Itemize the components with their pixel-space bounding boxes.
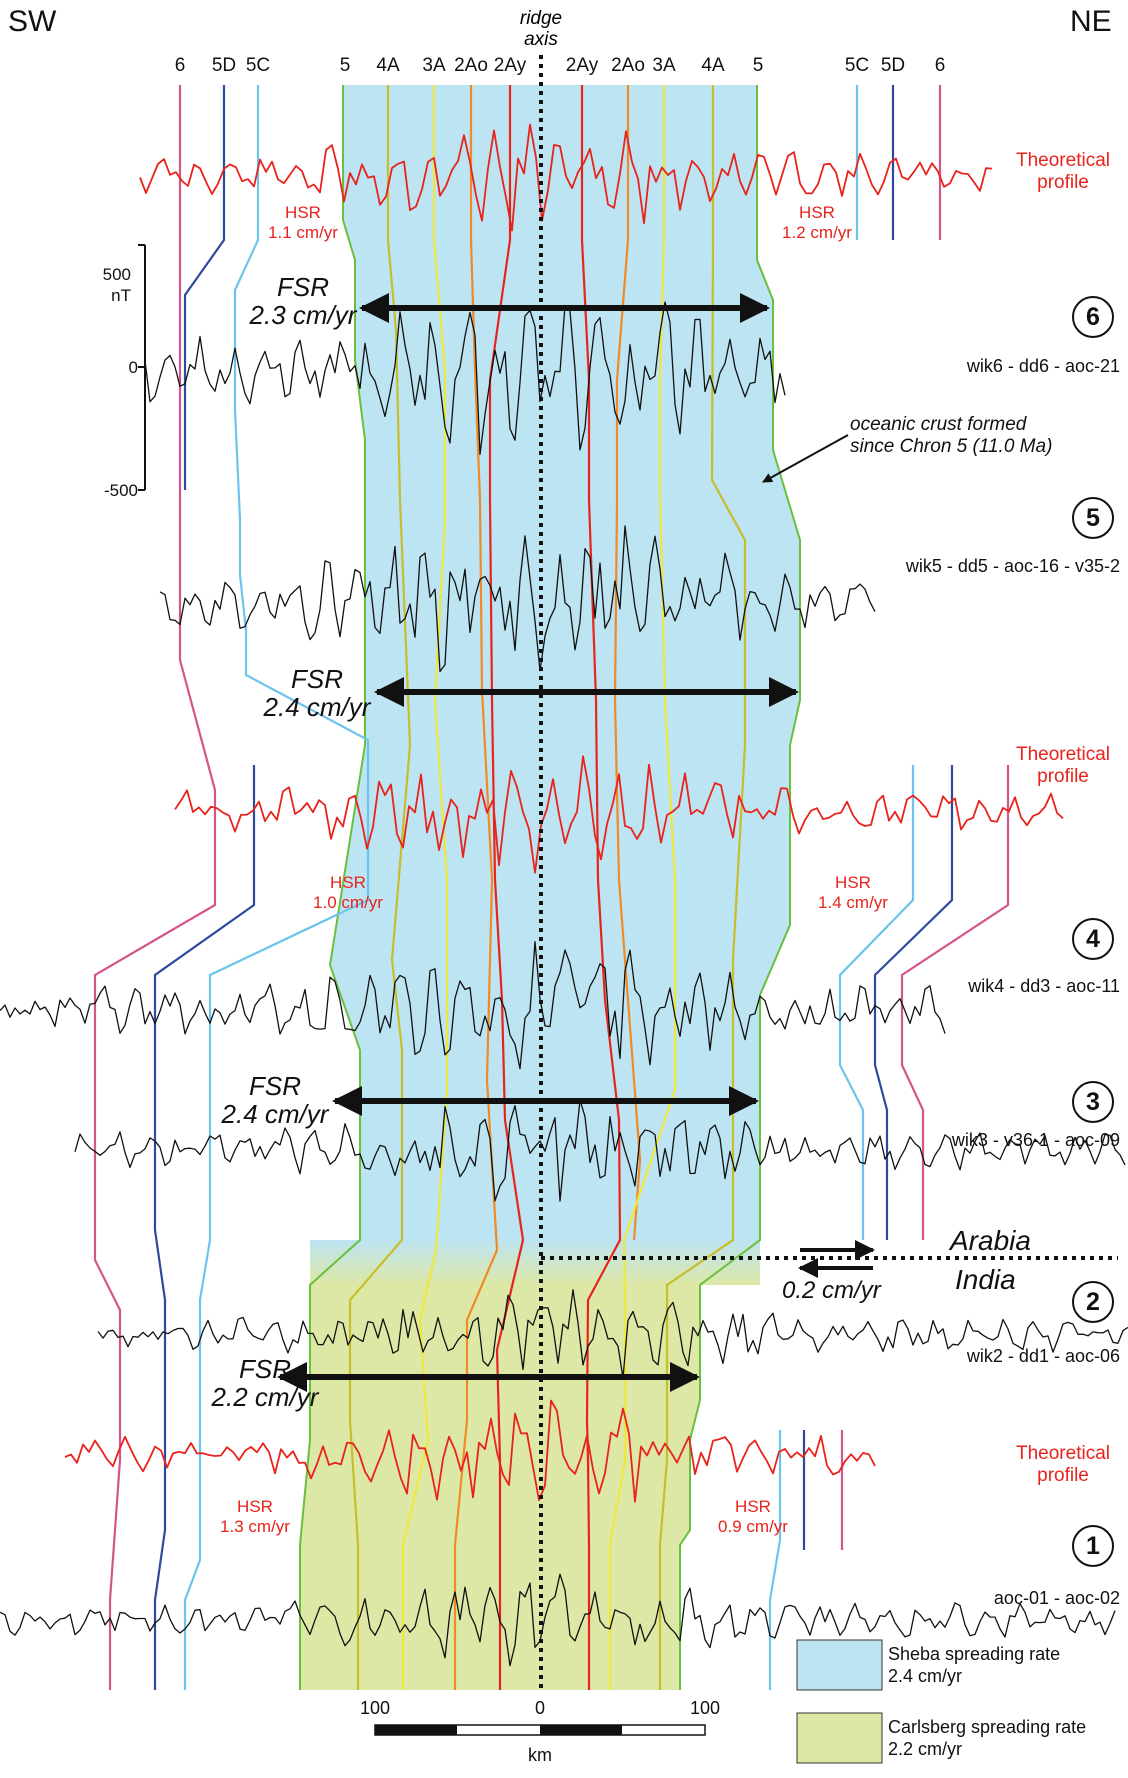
theoretical-profile-label-mid: Theoretical profile: [1016, 744, 1110, 787]
trace-theoretical-bot: [64, 1399, 876, 1503]
profile-label-3: wik3 - v36-1 - aoc-09: [951, 1130, 1120, 1150]
isochron-r6b: [900, 765, 1010, 1240]
annotation-arrow: [762, 434, 849, 483]
chron-label-l2Ay: 2Ay: [493, 55, 527, 76]
corner-label-ne: NE: [1070, 5, 1112, 38]
fsr-label-profile-5: FSR 2.4 cm/yr: [263, 664, 371, 722]
magnetic-traces: [0, 123, 1128, 1667]
hsr-label-top-left: HSR 1.1 cm/yr: [268, 203, 338, 242]
profile-number-6: 6: [1072, 296, 1114, 338]
profile-number-1: 1: [1072, 1525, 1114, 1567]
crust-annotation: oceanic crust formed since Chron 5 (11.0 …: [850, 414, 1053, 457]
isochron-r5D2: [873, 765, 954, 1240]
fsr-label-profile-2: FSR 2.2 cm/yr: [211, 1354, 319, 1412]
isochron-l2Ao: [453, 85, 499, 1690]
trace-observed-2: [97, 1289, 1128, 1379]
scale-unit: nT: [111, 286, 131, 305]
chron-label-l6: 6: [174, 55, 186, 76]
trace-observed-1: [0, 1573, 1116, 1667]
legend-swatch-carlsberg: [796, 1712, 883, 1764]
chron-label-r2Ay: 2Ay: [565, 55, 599, 76]
chron-label-l5C: 5C: [245, 55, 271, 76]
trace-theoretical-mid: [174, 755, 1064, 874]
profile-label-6: wik6 - dd6 - aoc-21: [966, 356, 1120, 376]
profile-number-2: 2: [1072, 1281, 1114, 1323]
fsr-label-profile-3: FSR 2.4 cm/yr: [221, 1071, 329, 1129]
legend-label-carlsberg: Carlsberg spreading rate 2.2 cm/yr: [888, 1717, 1087, 1759]
isochron-l3A: [401, 85, 449, 1690]
trace-theoretical-top: [139, 123, 993, 232]
transform-rate-label: 0.2 cm/yr: [782, 1277, 881, 1304]
hsr-label-mid-left: HSR 1.0 cm/yr: [313, 873, 383, 912]
km-scale-left-value: 100: [359, 1698, 391, 1718]
isochron-r3A: [608, 85, 677, 1690]
scale-bottom-value: -500: [103, 481, 138, 500]
chron-label-l3A: 3A: [422, 55, 446, 76]
chron-label-r5D: 5D: [880, 55, 906, 76]
trace-observed-3: [74, 1099, 1126, 1202]
crust-transition-region: [310, 1240, 760, 1285]
legend-label-sheba: Sheba spreading rate 2.4 cm/yr: [888, 1644, 1061, 1686]
hsr-label-mid-right: HSR 1.4 cm/yr: [818, 873, 888, 912]
profile-label-5: wik5 - dd5 - aoc-16 - v35-2: [905, 556, 1120, 576]
corner-label-sw: SW: [8, 5, 57, 38]
isochron-r2Ay: [580, 85, 622, 1690]
sheba-crust-region: [330, 85, 800, 1240]
km-scale-bar: [374, 1724, 706, 1736]
hsr-label-top-right: HSR 1.2 cm/yr: [782, 203, 852, 242]
chron-label-l5: 5: [339, 55, 351, 76]
fsr-arrows: [277, 293, 799, 1392]
profile-label-4: wik4 - dd3 - aoc-11: [968, 976, 1120, 996]
theoretical-profile-label-top: Theoretical profile: [1016, 150, 1110, 193]
km-scale-right-value: 100: [689, 1698, 721, 1718]
plate-label-arabia: Arabia: [950, 1225, 1031, 1256]
trace-observed-5: [159, 525, 876, 673]
trace-observed-4: [0, 940, 946, 1070]
crust-boundary-left: [299, 85, 366, 1690]
chron-label-r5: 5: [752, 55, 764, 76]
isochron-l5D: [183, 85, 226, 490]
ridge-axis-title: ridge axis: [519, 8, 563, 50]
scale-zero-value: 0: [128, 358, 138, 377]
hsr-label-bot-right: HSR 0.9 cm/yr: [718, 1497, 788, 1536]
chron-label-r2Ao: 2Ao: [611, 55, 645, 76]
profile-number-3: 3: [1072, 1081, 1114, 1123]
legend-swatch-sheba: [796, 1639, 883, 1691]
scale-top-value: 500: [102, 265, 131, 284]
fsr-label-profile-6: FSR 2.3 cm/yr: [249, 272, 357, 330]
nt-scale-bar: [138, 244, 146, 491]
hsr-label-bot-left: HSR 1.3 cm/yr: [220, 1497, 290, 1536]
chron-label-r6: 6: [934, 55, 946, 76]
isochron-l5D2: [153, 765, 256, 1690]
isochron-r4A: [658, 85, 747, 1690]
trace-observed-6: [144, 301, 786, 455]
crust-boundary-right: [679, 85, 801, 1690]
isochron-l6: [93, 85, 217, 1690]
km-scale-unit: km: [528, 1745, 552, 1765]
chron-label-l5D: 5D: [211, 55, 237, 76]
chron-label-r3A: 3A: [652, 55, 676, 76]
profile-label-1: aoc-01 - aoc-02: [993, 1588, 1120, 1608]
chron-label-r4A: 4A: [701, 55, 725, 76]
chron-label-r5C: 5C: [844, 55, 870, 76]
profile-label-2: wik2 - dd1 - aoc-06: [966, 1346, 1120, 1366]
km-scale-center-value: 0: [534, 1698, 546, 1718]
plate-label-india: India: [955, 1264, 1016, 1295]
profile-number-5: 5: [1072, 497, 1114, 539]
chron-label-l2Ao: 2Ao: [454, 55, 488, 76]
theoretical-profile-label-bot: Theoretical profile: [1016, 1443, 1110, 1486]
profile-number-4: 4: [1072, 918, 1114, 960]
isochron-r5C3: [768, 1430, 782, 1690]
chron-label-l4A: 4A: [376, 55, 400, 76]
